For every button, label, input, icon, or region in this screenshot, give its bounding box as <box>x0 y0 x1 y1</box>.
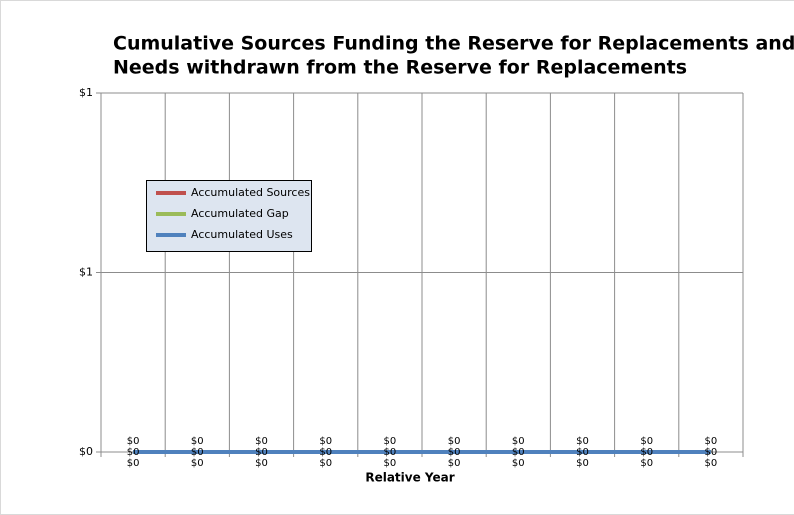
legend-label: Accumulated Sources <box>191 186 310 199</box>
data-label: $0 <box>255 458 268 469</box>
data-label: $0 <box>448 458 461 469</box>
legend-label: Accumulated Gap <box>191 207 289 220</box>
data-label: $0 <box>705 436 718 447</box>
data-label: $0 <box>640 458 653 469</box>
data-label: $0 <box>705 447 718 458</box>
data-label: $0 <box>319 447 332 458</box>
data-label: $0 <box>127 447 140 458</box>
data-label: $0 <box>512 458 525 469</box>
legend-label: Accumulated Uses <box>191 228 293 241</box>
data-label: $0 <box>191 436 204 447</box>
data-label: $0 <box>191 458 204 469</box>
data-label: $0 <box>576 458 589 469</box>
x-axis-label: Relative Year <box>365 471 454 485</box>
data-label: $0 <box>640 447 653 458</box>
legend: Accumulated Sources Accumulated Gap Accumu… <box>146 180 312 252</box>
data-label: $0 <box>127 458 140 469</box>
data-label: $0 <box>191 447 204 458</box>
data-label: $0 <box>448 436 461 447</box>
y-tick-label: $1 <box>79 266 93 279</box>
data-label: $0 <box>448 447 461 458</box>
chart-title: Needs withdrawn from the Reserve for Rep… <box>113 57 687 79</box>
data-label: $0 <box>384 447 397 458</box>
y-tick-label: $0 <box>79 445 93 458</box>
data-label: $0 <box>640 436 653 447</box>
data-label: $0 <box>384 458 397 469</box>
chart-title: Cumulative Sources Funding the Reserve f… <box>113 33 794 55</box>
data-label: $0 <box>127 436 140 447</box>
data-label: $0 <box>576 436 589 447</box>
data-label: $0 <box>255 436 268 447</box>
data-label: $0 <box>255 447 268 458</box>
data-label: $0 <box>705 458 718 469</box>
data-label: $0 <box>576 447 589 458</box>
data-label: $0 <box>319 436 332 447</box>
data-label: $0 <box>512 436 525 447</box>
data-label: $0 <box>512 447 525 458</box>
data-label: $0 <box>319 458 332 469</box>
y-tick-label: $1 <box>79 86 93 99</box>
data-label: $0 <box>384 436 397 447</box>
